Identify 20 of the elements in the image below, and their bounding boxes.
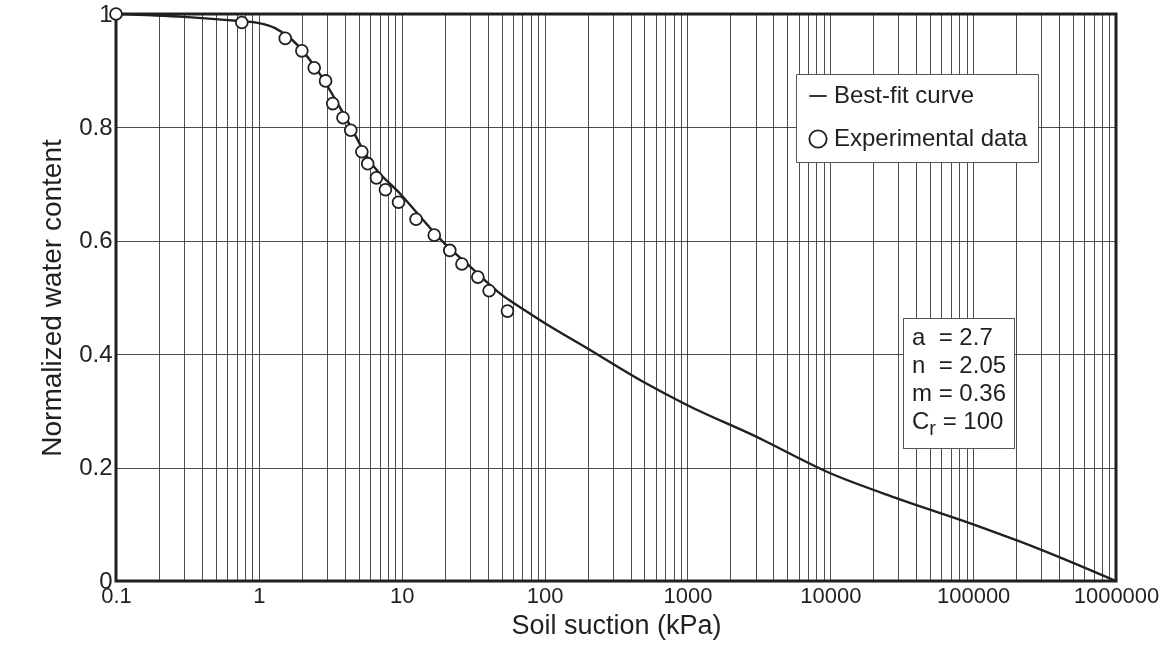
annotation: m = 0.36 (912, 379, 1007, 406)
x-tick-label: 10000 (800, 582, 862, 608)
x-tick-label: 1 (253, 582, 266, 608)
x-tick-label: 1000 (663, 582, 713, 608)
annotation: n = 2.05 (912, 351, 1007, 378)
y-tick-label: 1 (99, 0, 113, 27)
x-tick-label: 100 (526, 582, 564, 608)
legend-label: Experimental data (834, 124, 1029, 151)
annotation: C$_{r}$ = 100 (912, 407, 1004, 439)
x-tick-label: 10 (389, 582, 415, 608)
y-tick-label: 0.4 (79, 339, 113, 367)
y-tick-label: 0.6 (79, 226, 113, 254)
x-tick-label: 1000000 (1073, 582, 1160, 608)
x-tick-label: 100000 (936, 582, 1011, 608)
x-axis-title: Soil suction (kPa) (511, 609, 722, 640)
legend-label: Best-fit curve (834, 81, 975, 108)
y-tick-label: 0.8 (79, 112, 113, 140)
annotation: a = 2.7 (912, 323, 993, 350)
y-axis-title: Normalized water content (36, 139, 68, 457)
y-tick-label: 0.2 (79, 453, 113, 481)
